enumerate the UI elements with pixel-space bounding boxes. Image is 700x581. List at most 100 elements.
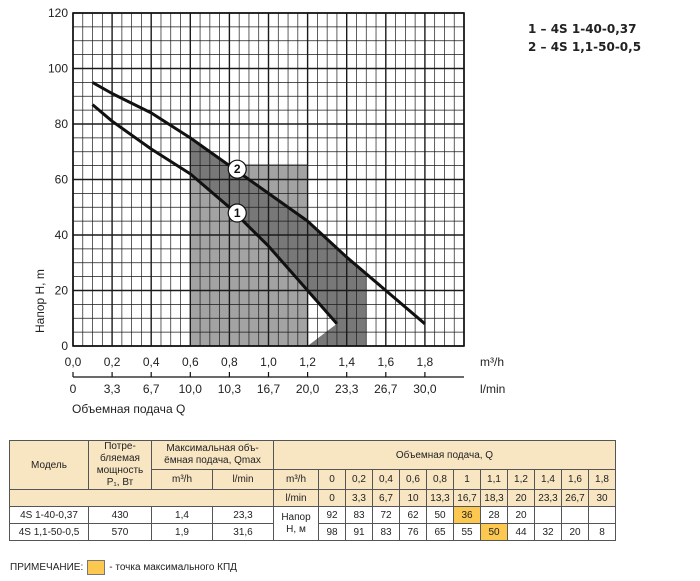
flow-value-m3h: 1,1 — [480, 469, 508, 490]
x-tick-label-m3h: 1,0 — [260, 355, 277, 369]
head-value-cell: 44 — [507, 523, 535, 541]
head-value-cell: 8 — [588, 523, 616, 541]
head-value-cell — [588, 506, 616, 524]
head-value-cell: 92 — [318, 506, 346, 524]
x-tick-label-m3h: 1,6 — [377, 355, 394, 369]
flow-value-lmin: 13,3 — [426, 489, 454, 507]
qmax-m3h-cell: 1,9 — [151, 523, 213, 541]
flow-unit-lmin: l/min — [273, 489, 319, 507]
x-tick-label-m3h: 1,2 — [299, 355, 316, 369]
chart-legend: 1 – 4S 1-40-0,37 2 – 4S 1,1-50-0,5 — [528, 20, 641, 56]
x-tick-label-lmin: 3,3 — [104, 382, 121, 396]
header-flow: Объемная подача, Q — [273, 439, 616, 471]
flow-value-m3h: 1,4 — [534, 469, 562, 490]
curve-1 — [91, 103, 339, 325]
note-prefix: ПРИМЕЧАНИЕ: — [10, 562, 84, 574]
head-value-cell: 76 — [399, 523, 427, 541]
flow-value-lmin: 16,7 — [453, 489, 481, 507]
curve-marker-1 — [227, 203, 247, 223]
qmax-lmin-cell: 31,6 — [212, 523, 274, 541]
head-value-cell: 65 — [426, 523, 454, 541]
flow-value-lmin: 23,3 — [534, 489, 562, 507]
curve-2 — [91, 81, 426, 325]
x-tick-label-m3h: 0,0 — [65, 355, 82, 369]
x-tick-label-lmin: 20,0 — [296, 382, 320, 396]
y-tick-label: 100 — [48, 62, 68, 76]
power-cell: 570 — [88, 523, 152, 541]
flow-value-m3h: 1 — [453, 469, 481, 490]
flow-value-lmin: 20 — [507, 489, 535, 507]
qmax-lmin-cell: 23,3 — [212, 506, 274, 524]
curve-marker-label-2: 2 — [234, 162, 241, 176]
y-axis-ticks: 0 20 40 60 80 100 120 — [48, 6, 68, 353]
head-value-cell: 32 — [534, 523, 562, 541]
curve-marker-2 — [227, 159, 247, 179]
flow-value-lmin: 10 — [399, 489, 427, 507]
head-value-cell: 98 — [318, 523, 346, 541]
flow-value-m3h: 0,8 — [426, 469, 454, 490]
legend-item-1: 1 – 4S 1-40-0,37 — [528, 22, 637, 36]
y-tick-label: 120 — [48, 6, 68, 20]
x-tick-label-lmin: 10,3 — [218, 382, 242, 396]
legend-item-2: 2 – 4S 1,1-50-0,5 — [528, 40, 642, 54]
qmax-m3h-cell: 1,4 — [151, 506, 213, 524]
head-value-cell: 83 — [372, 523, 400, 541]
y-axis-label: Напор H, m — [33, 269, 47, 333]
y-tick-label: 40 — [55, 228, 69, 242]
blank-cell — [9, 489, 274, 507]
flow-value-m3h: 0,2 — [345, 469, 373, 490]
head-value-cell: 55 — [453, 523, 481, 541]
x-axis-ticks-m3h: 0,0 0,2 0,4 0,6 0,8 1,0 1,2 1,4 1,6 1,8 — [65, 355, 434, 369]
x-tick-label-m3h: 0,4 — [143, 355, 160, 369]
y-tick-label: 60 — [55, 173, 69, 187]
header-model: Модель — [9, 440, 89, 490]
header-power: Потре-бляемая мощность P₁, Вт — [88, 440, 152, 490]
head-value-cell: 72 — [372, 506, 400, 524]
max-efficiency-cell: 36 — [453, 506, 481, 524]
x-unit-lmin: l/min — [480, 382, 505, 396]
y-tick-label: 0 — [61, 339, 68, 353]
head-value-cell: 20 — [507, 506, 535, 524]
chart-curves — [91, 81, 426, 325]
x-tick-label-m3h: 0,2 — [104, 355, 121, 369]
plot-frame — [72, 12, 465, 347]
curve-marker-label-1: 1 — [234, 206, 241, 220]
x-tick-label-lmin: 30,0 — [413, 382, 437, 396]
qmax-unit-m3h: m³/h — [151, 469, 213, 490]
flow-unit-m3h: m³/h — [273, 469, 319, 490]
max-efficiency-cell: 50 — [480, 523, 508, 541]
x-tick-label-lmin: 23,3 — [335, 382, 359, 396]
spec-table: Модель Потре-бляемая мощность P₁, Вт Мак… — [9, 439, 616, 541]
y-tick-label: 20 — [55, 284, 69, 298]
flow-value-lmin: 26,7 — [561, 489, 589, 507]
flow-value-lmin: 18,3 — [480, 489, 508, 507]
chart-grid — [72, 12, 465, 347]
head-label-cell: Напор H, м — [273, 506, 319, 541]
y-tick-label: 80 — [55, 117, 69, 131]
head-value-cell: 20 — [561, 523, 589, 541]
flow-value-m3h: 0,4 — [372, 469, 400, 490]
flow-value-lmin: 0 — [318, 489, 346, 507]
note-text: - точка максимального КПД — [109, 562, 237, 574]
header-qmax: Максимальная объ-ёмная подача, Qmax — [151, 439, 274, 471]
flow-value-lmin: 3,3 — [345, 489, 373, 507]
curve-markers: 12 — [227, 159, 247, 223]
x-tick-label-lmin: 0 — [70, 382, 77, 396]
flow-value-lmin: 30 — [588, 489, 616, 507]
max-efficiency-swatch — [87, 560, 106, 575]
note: ПРИМЕЧАНИЕ: - точка максимального КПД — [10, 560, 237, 575]
model-cell: 4S 1,1-50-0,5 — [9, 523, 89, 541]
x-tick-label-lmin: 10,0 — [179, 382, 203, 396]
head-value-cell: 50 — [426, 506, 454, 524]
flow-value-m3h: 0 — [318, 469, 346, 490]
qmax-unit-lmin: l/min — [212, 469, 274, 490]
power-cell: 430 — [88, 506, 152, 524]
head-value-cell — [534, 506, 562, 524]
x-tick-label-m3h: 1,4 — [338, 355, 355, 369]
flow-value-m3h: 1,2 — [507, 469, 535, 490]
x-unit-m3h: m³/h — [480, 355, 504, 369]
x-tick-label-lmin: 6,7 — [143, 382, 160, 396]
flow-value-m3h: 0,6 — [399, 469, 427, 490]
flow-value-lmin: 6,7 — [372, 489, 400, 507]
